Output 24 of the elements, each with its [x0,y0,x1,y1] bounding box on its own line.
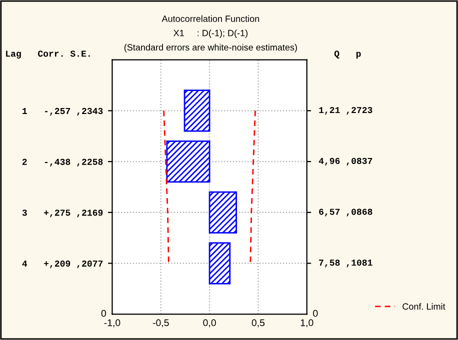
text: 4,96 ,0837 [318,158,372,166]
x-tick-label: 1,0 [300,319,314,328]
text: 1,21 ,2723 [319,107,372,115]
y-tick-label: 4 +,209 ,2077 [22,260,103,268]
x-tick-label: -1,0 [104,319,120,328]
legend-label: Conf. Limit [402,303,446,310]
text: Q p [334,50,361,59]
chart-title: Autocorrelation Function [162,15,260,22]
text: Lag Corr. S.E. [6,50,90,59]
bar [208,191,237,234]
text: 0 [101,310,106,317]
y-tick-label: 1 -,257 ,2343 [22,108,103,116]
x-tick-label: -0,5 [152,319,169,328]
y-tick-label: 3 +,275 ,2169 [22,210,103,218]
bar [208,242,231,284]
y-tick-label: 2 -,438 ,2258 [22,158,103,166]
chart-subtitle: X1 : D(-1); D(-1) (Standard errors are white-noise estimates) [124,30,297,52]
bar [184,90,210,132]
x-tick-label: 0,5 [252,319,265,328]
text: 0 [313,310,318,317]
x-tick-label: 0,0 [203,319,216,328]
text: 6,57 ,0868 [319,208,372,216]
text: 7,58 ,1081 [319,260,372,268]
bar [166,140,210,183]
